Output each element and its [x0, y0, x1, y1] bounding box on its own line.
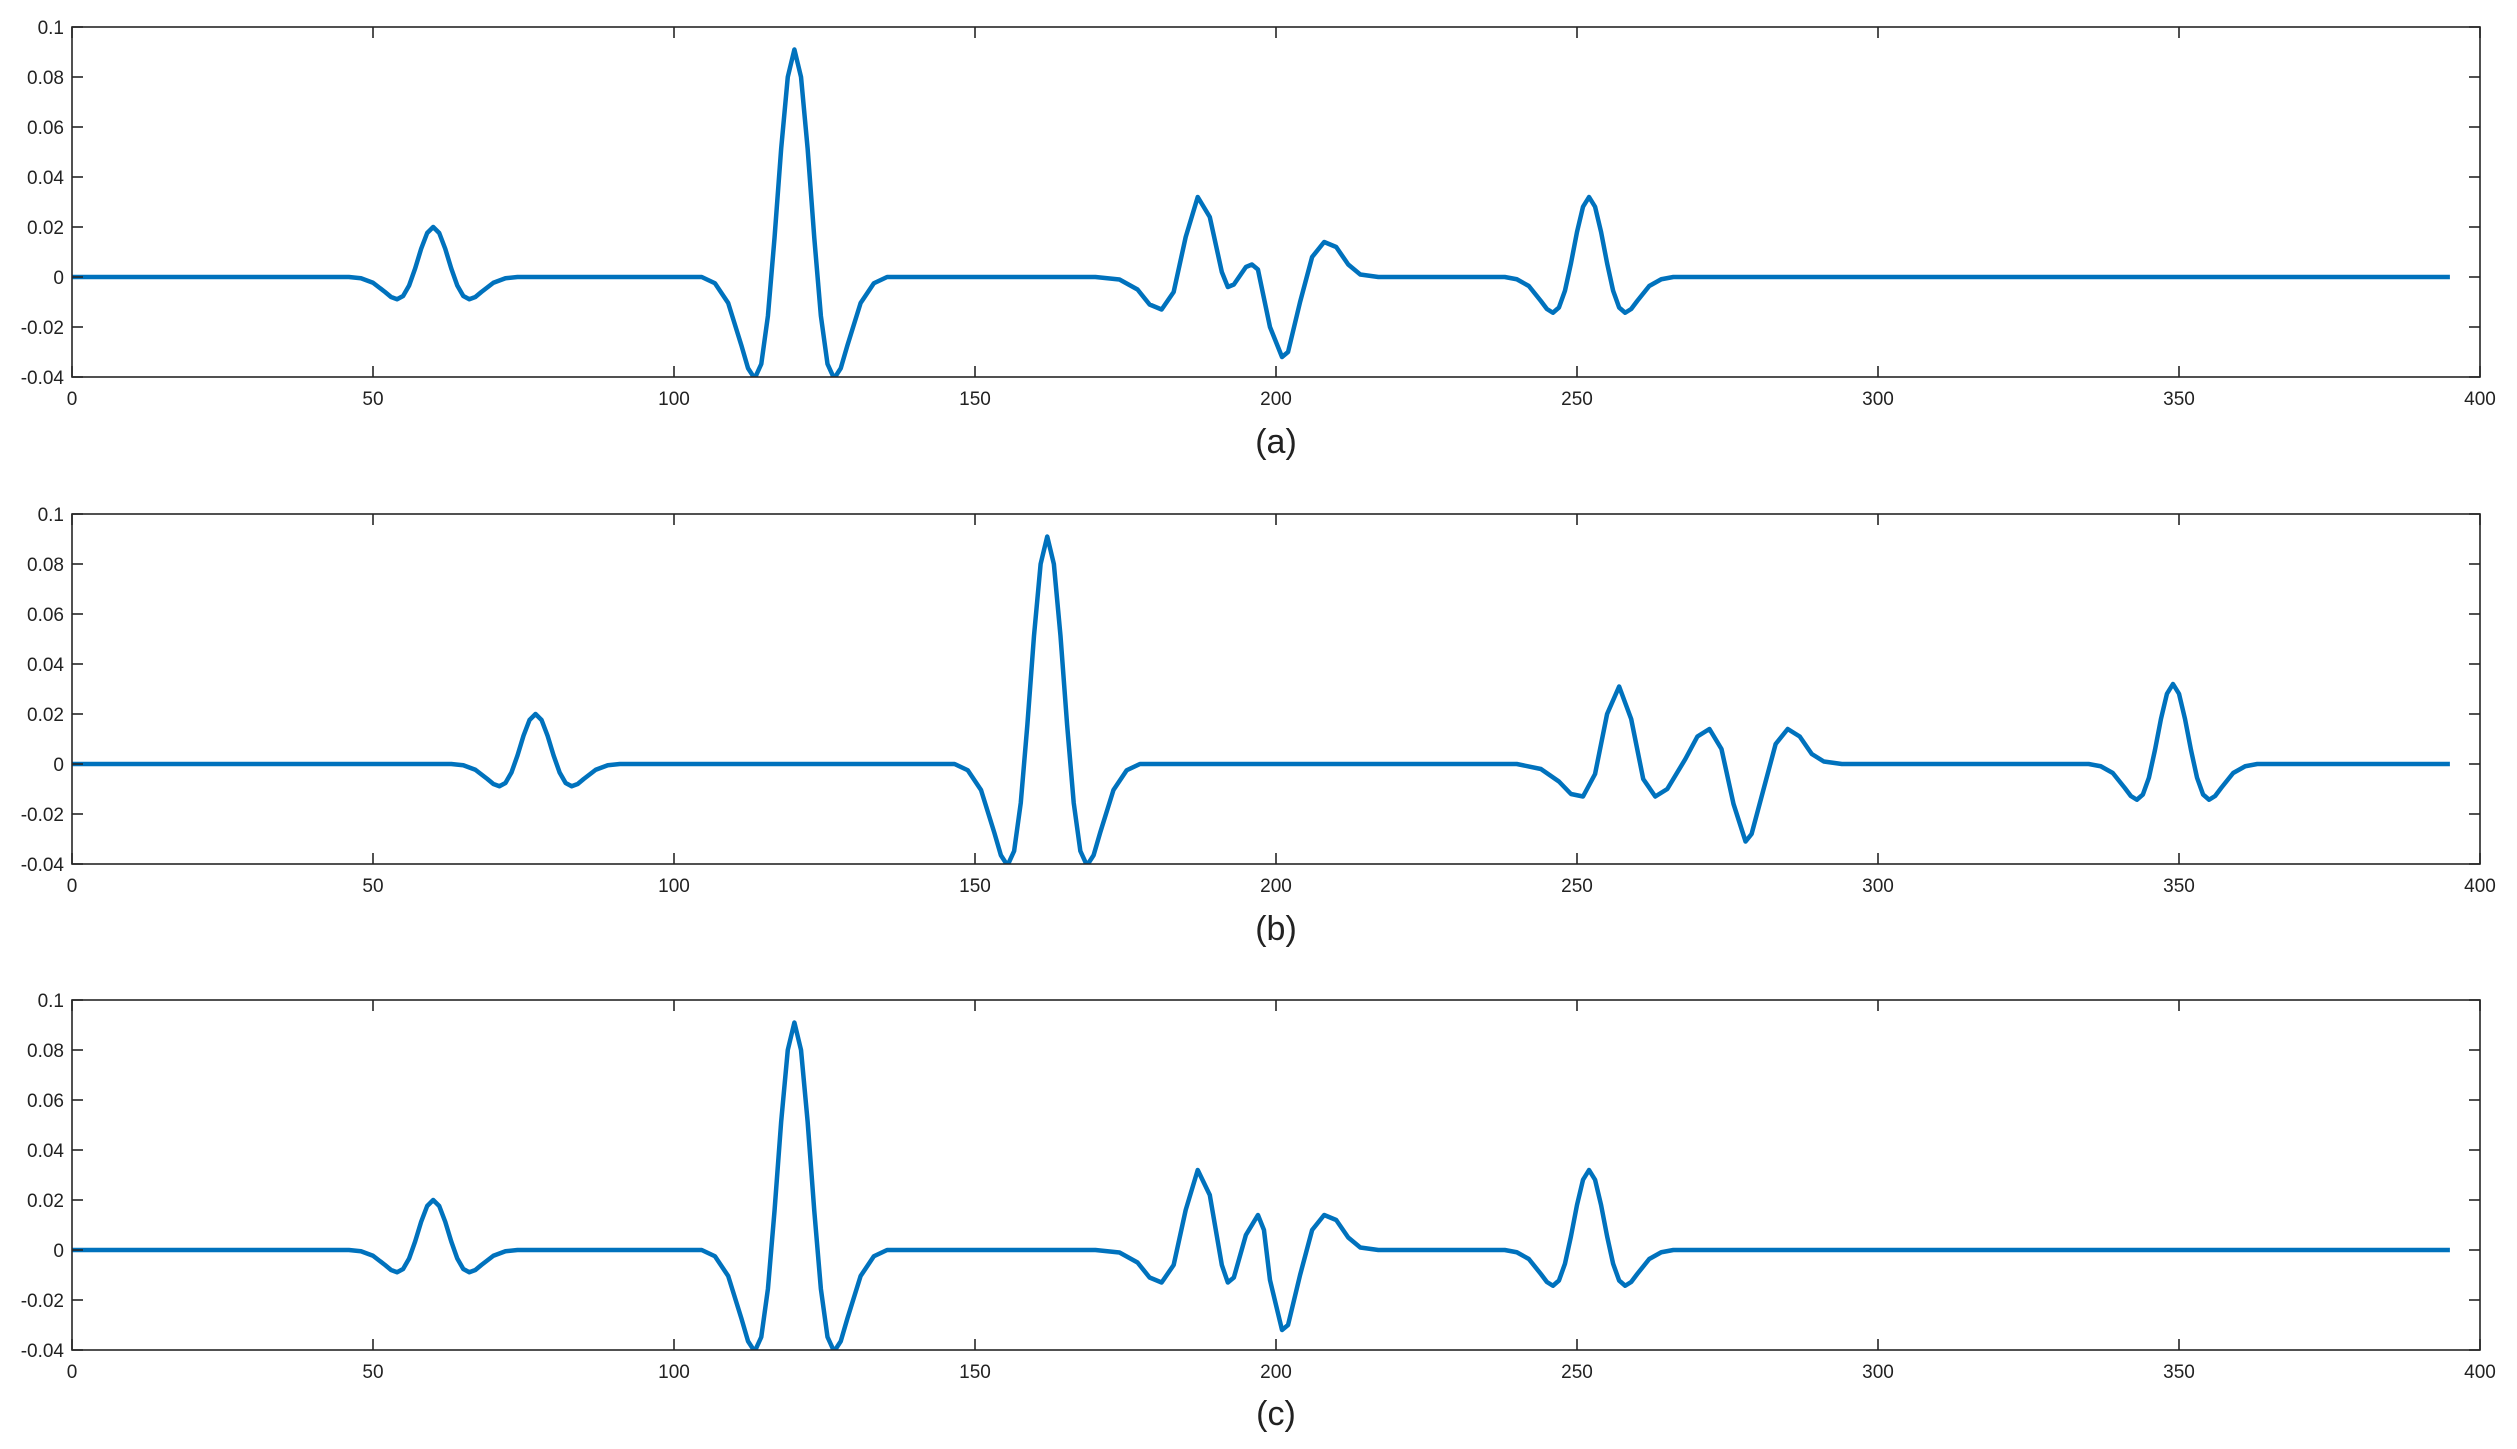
- x-tick-label: 300: [1862, 876, 1894, 897]
- data-line: [72, 47, 2450, 377]
- y-tick-label: 0: [53, 755, 64, 776]
- plot-area: [72, 514, 2480, 864]
- y-tick-label: 0: [53, 1241, 64, 1262]
- y-tick-label: 0.06: [27, 1091, 64, 1112]
- y-tick-label: -0.04: [21, 855, 65, 876]
- subplot: 0 50 100 150 200 250 300 350 400 -0.04 -0.02 0 0.02 0…: [21, 18, 2496, 461]
- y-tick-label: 0.02: [27, 218, 64, 239]
- x-tick-label: 250: [1561, 1362, 1593, 1383]
- y-tick-label: 0.04: [27, 168, 64, 189]
- x-tick-label: 100: [658, 389, 690, 410]
- y-tick-label: 0.06: [27, 118, 64, 139]
- x-tick-label: 200: [1260, 389, 1292, 410]
- x-tick-label: 50: [362, 1362, 383, 1383]
- x-tick-label: 250: [1561, 389, 1593, 410]
- x-axis-label: (a): [1255, 423, 1297, 461]
- x-tick-label: 0: [67, 876, 78, 897]
- x-tick-label: 200: [1260, 1362, 1292, 1383]
- y-tick-label: 0.02: [27, 705, 64, 726]
- x-tick-label: 100: [658, 876, 690, 897]
- x-tick-label: 50: [362, 389, 383, 410]
- x-tick-label: 150: [959, 389, 991, 410]
- x-tick-label: 0: [67, 1362, 78, 1383]
- y-tick-label: 0.06: [27, 605, 64, 626]
- x-tick-label: 150: [959, 1362, 991, 1383]
- y-tick-label: 0.08: [27, 1041, 64, 1062]
- plot-area: [72, 27, 2480, 377]
- x-tick-label: 350: [2163, 876, 2195, 897]
- x-tick-label: 0: [67, 389, 78, 410]
- y-tick-label: 0.1: [38, 991, 64, 1012]
- y-tick-label: -0.04: [21, 1341, 65, 1362]
- x-tick-label: 300: [1862, 389, 1894, 410]
- y-tick-label: 0.08: [27, 555, 64, 576]
- y-tick-label: 0: [53, 268, 64, 289]
- x-tick-label: 150: [959, 876, 991, 897]
- y-tick-label: -0.02: [21, 1291, 64, 1312]
- y-tick-label: 0.04: [27, 1141, 64, 1162]
- y-tick-label: -0.02: [21, 318, 64, 339]
- y-tick-label: -0.02: [21, 805, 64, 826]
- x-tick-label: 250: [1561, 876, 1593, 897]
- x-tick-label: 350: [2163, 1362, 2195, 1383]
- data-line: [72, 1020, 2450, 1350]
- x-tick-label: 50: [362, 876, 383, 897]
- y-tick-label: 0.02: [27, 1191, 64, 1212]
- y-tick-label: 0.1: [38, 505, 64, 526]
- x-tick-label: 400: [2464, 876, 2496, 897]
- x-tick-label: 400: [2464, 389, 2496, 410]
- x-tick-label: 400: [2464, 1362, 2496, 1383]
- x-axis-label: (b): [1255, 910, 1297, 948]
- subplot: 0 50 100 150 200 250 300 350 400 -0.04 -0.02 0 0.02 0…: [21, 991, 2496, 1433]
- subplot: 0 50 100 150 200 250 300 350 400 -0.04 -0.02 0 0.02 0…: [21, 505, 2496, 948]
- x-tick-label: 200: [1260, 876, 1292, 897]
- y-tick-label: 0.04: [27, 655, 64, 676]
- x-tick-label: 350: [2163, 389, 2195, 410]
- x-axis-label: (c): [1256, 1395, 1296, 1433]
- plot-area: [72, 1000, 2480, 1350]
- x-tick-label: 300: [1862, 1362, 1894, 1383]
- y-tick-label: -0.04: [21, 368, 65, 389]
- data-line: [72, 534, 2450, 864]
- y-tick-label: 0.1: [38, 18, 64, 39]
- y-tick-label: 0.08: [27, 68, 64, 89]
- x-tick-label: 100: [658, 1362, 690, 1383]
